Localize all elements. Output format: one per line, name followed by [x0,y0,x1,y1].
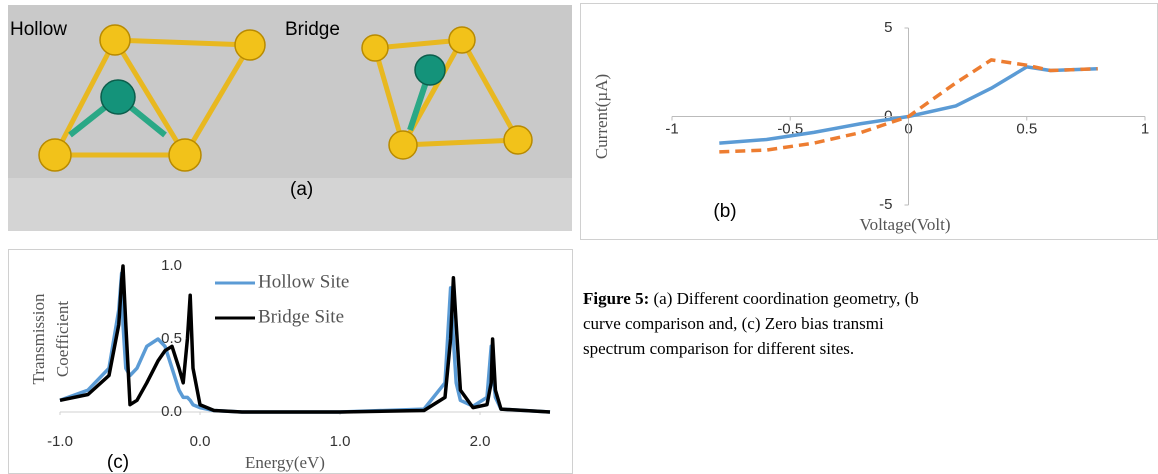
y-axis-title: Transmission [29,293,48,385]
x-tick-label: 0.0 [190,433,211,450]
figure: Hollow Bridge (a) -1-0.500.51-505Voltage… [0,0,1158,474]
caption: Figure 5: (a) Different coordination geo… [583,286,1158,361]
y-tick-label: 0 [884,107,892,124]
caption-line: curve comparison and, (c) Zero bias tran… [583,311,1158,336]
x-tick-label: 0.5 [1016,120,1037,137]
y-axis-title: Coefficient [53,301,72,377]
x-axis-title: Voltage(Volt) [860,215,951,234]
legend-label: Hollow Site [258,271,349,292]
caption-label: Figure 5: [583,289,649,308]
caption-line: Figure 5: (a) Different coordination geo… [583,286,1158,311]
x-tick-label: -1 [665,120,678,137]
legend-label: Bridge Site [258,306,344,327]
y-tick-label: 1.0 [161,257,182,274]
caption-line: spectrum comparison for different sites. [583,336,1158,361]
x-tick-label: 1.0 [330,433,351,450]
panel-a: Hollow Bridge (a) [8,5,572,231]
site-label: Hollow [10,19,67,40]
x-tick-label: 1 [1141,120,1149,137]
panel-tag: (b) [713,201,736,222]
x-tick-label: -1.0 [47,433,73,450]
site-label: Bridge [285,19,340,40]
caption-text: (a) Different coordination geometry, (b [654,289,919,308]
x-tick-label: 2.0 [470,433,491,450]
y-tick-label: 0.0 [161,403,182,420]
y-tick-label: -5 [879,196,892,213]
page: { "panel_a": {"labels": ["Hollow", "Brid… [0,0,1158,474]
panel-tag: (a) [290,179,313,200]
series-line [60,273,550,412]
y-axis-title: Current(µA) [592,74,611,159]
panel-tag: (c) [107,452,129,473]
x-axis-title: Energy(eV) [245,453,325,472]
y-tick-label: 5 [884,19,892,36]
